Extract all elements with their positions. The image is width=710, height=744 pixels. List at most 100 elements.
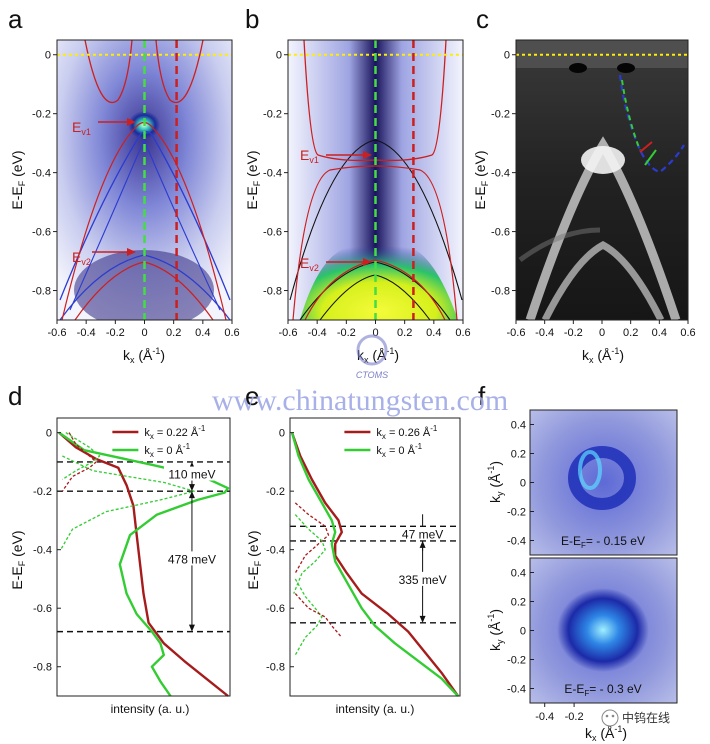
wechat-icon-eye-left: [605, 714, 609, 718]
panel-b-ticks: -0.6 -0.4 -0.2 0 0.2 0.4 0.6 0 -0.2 -0.4 -0.6 -0.8: [263, 50, 471, 339]
panel-b-xtick-label: -0.4: [308, 327, 327, 339]
panel-letter-e: e: [245, 381, 259, 411]
panel-e-ytick-label: -0.2: [266, 486, 285, 498]
panel-f-ytick-label: 0.2: [511, 597, 526, 609]
panel-e-series-line: [290, 432, 459, 697]
panel-c-xtick-label: -0.4: [535, 327, 554, 339]
panel-d-ylabel: E-EF (eV): [9, 530, 27, 589]
panel-f-ytick-label: -0.2: [507, 507, 526, 519]
panel-e-ytick-label: -0.4: [266, 545, 285, 557]
panel-b-band-red-hole-lower: [304, 259, 446, 320]
panel-b-xtick-label: 0.2: [397, 327, 412, 339]
panel-e-gap-label: 47 meV: [402, 528, 443, 542]
panel-c-bright-spot: [581, 146, 625, 174]
panel-a-ytick-label: -0.8: [32, 286, 51, 298]
panel-b-ytick-label: 0: [276, 50, 282, 62]
panel-b-annotation-ev2: Ev2: [300, 255, 319, 273]
panel-e: 47 meV 335 meV 0 -0.2 -0.4 -0.6 -0.8 kx = 0.2…: [245, 417, 461, 716]
panel-b-arrowhead-ev1: [363, 151, 372, 159]
panel-f-top-ylabel: ky (Å-1): [486, 461, 505, 503]
panel-e-lines: 47 meV 335 meV: [290, 432, 460, 697]
panel-f-top-background: [530, 410, 677, 555]
panel-b-ytick-label: -0.2: [263, 109, 282, 121]
panel-b-xtick-label: 0.4: [426, 327, 441, 339]
panel-d-legend-label: kx = 0 Å-1: [144, 442, 190, 459]
panel-c-xtick-label: -0.6: [507, 327, 526, 339]
panel-b-ytick-label: -0.4: [263, 168, 282, 180]
panel-a-ticks: -0.6 -0.4 -0.2 0 0.2 0.4 0.6 0 -0.2 -0.4 -0.6 -0.8: [32, 50, 240, 339]
panel-d-gap-label-bg: [163, 466, 220, 481]
panel-a-arrowhead-ev2: [127, 248, 136, 256]
panel-a-marks: [57, 40, 232, 320]
panel-e-series-line: [294, 578, 323, 656]
panel-c-ytick-label: 0: [504, 50, 510, 62]
panel-f-bottom-pocket: [557, 588, 649, 672]
panel-letter-d: d: [8, 381, 22, 411]
panel-c-ytick-label: -0.6: [491, 227, 510, 239]
panel-e-plot-area: [290, 418, 460, 696]
panel-d-series-line: [62, 432, 101, 481]
panel-e-ticks: 0 -0.2 -0.4 -0.6 -0.8: [266, 428, 294, 674]
wechat-icon-eye-right: [611, 714, 615, 718]
panel-d-ytick-label: -0.6: [33, 603, 52, 615]
panel-c-band-bright-lower: [541, 241, 665, 320]
panel-d-series-line: [60, 455, 195, 551]
panel-d-gap-label: 478 meV: [168, 552, 216, 566]
panel-c-dark-spot-right: [617, 63, 635, 73]
panel-letter-c: c: [476, 4, 489, 34]
panel-f-ytick-label: 0: [520, 478, 526, 490]
panel-c: -0.6 -0.4 -0.2 0 0.2 0.4 0.60-0.2-0.4-0.6-0.8 …: [472, 39, 696, 365]
panel-e-series-line: [294, 502, 330, 574]
panel-d-gap-arrowhead: [188, 624, 195, 632]
panel-d-series-line: [61, 432, 97, 492]
panel-c-ytick-label: -0.2: [491, 109, 510, 121]
watermark: CTOMS www.chinatungsten.com: [212, 334, 508, 417]
panel-c-xtick-label: 0.4: [652, 327, 667, 339]
panel-a-band-red-electron-left: [84, 40, 133, 104]
wechat-icon: [601, 709, 619, 727]
panel-b-intensity-blob: [300, 237, 458, 320]
panel-c-ytick-label: -0.4: [491, 168, 510, 180]
panel-c-xlabel: kx (Å-1): [582, 346, 624, 365]
panel-c-xtick-label: 0.6: [680, 327, 695, 339]
panel-a-ytick-label: -0.2: [32, 109, 51, 121]
panel-c-xtick-label: 0.2: [623, 327, 638, 339]
panel-b-xtick-label: -0.6: [279, 327, 298, 339]
panel-d-legend: kx = 0.22 Å-1kx = 0 Å-1: [112, 424, 206, 459]
panel-d-ytick-label: -0.2: [33, 486, 52, 498]
panel-e-frame: [289, 417, 461, 697]
panel-d-series-line: [58, 431, 229, 697]
panel-f-xtick-label: -0.2: [565, 711, 584, 723]
panel-a-ytick-label: -0.4: [32, 168, 51, 180]
panel-letter-a: a: [8, 4, 23, 34]
panel-e-legend-label: kx = 0.26 Å-1: [376, 424, 438, 441]
panel-f-top-ring-highlight: [578, 450, 602, 490]
wechat-badge-text: 中钨在线: [622, 710, 670, 725]
panel-a-xtick-label: 0.6: [224, 327, 239, 339]
panel-e-ytick-label: 0: [279, 428, 285, 440]
panel-f-ticks: 0.4 0.2 0 -0.2 -0.4 0.4 0.2 0 -0.2 -0.4 -0.4 -0.2: [507, 420, 584, 724]
panel-e-series-line: [293, 514, 326, 594]
panel-e-gap-arrowhead: [419, 540, 426, 548]
panel-d-gap-arrowhead: [188, 491, 195, 499]
panel-d-xlabel: intensity (a. u.): [111, 702, 190, 716]
panel-c-ytick-label: -0.8: [491, 286, 510, 298]
watermark-text: www.chinatungsten.com: [212, 384, 508, 417]
panel-b-xtick-label: 0: [372, 327, 378, 339]
panel-b-xtick-label: -0.2: [337, 327, 356, 339]
panel-a-annotation-ev2: Ev2: [72, 249, 91, 267]
panel-a-band-red-electron-right: [155, 40, 204, 104]
panel-b-ylabel: E-EF (eV): [244, 150, 262, 209]
panel-b-ytick-label: -0.6: [263, 227, 282, 239]
panel-a-band-blue-upper: [59, 130, 231, 301]
panel-f-ytick-label: 0.4: [511, 420, 526, 432]
panel-c-band-green-dashed: [621, 79, 641, 151]
panel-c-band-bright-upper: [525, 136, 681, 320]
panel-e-gap-arrowhead: [419, 615, 426, 623]
panel-b-annotation-ev1: Ev1: [300, 147, 319, 165]
panel-e-ylabel: E-EF (eV): [245, 530, 263, 589]
panel-a-annotation-ev1: Ev1: [72, 119, 91, 137]
panel-c-ylabel: E-EF (eV): [472, 150, 490, 209]
panel-a: -0.6 -0.4 -0.2 0 0.2 0.4 0.60-0.2-0.4-0.6-0.8 …: [9, 39, 240, 365]
panel-c-green-marker: [644, 149, 657, 166]
